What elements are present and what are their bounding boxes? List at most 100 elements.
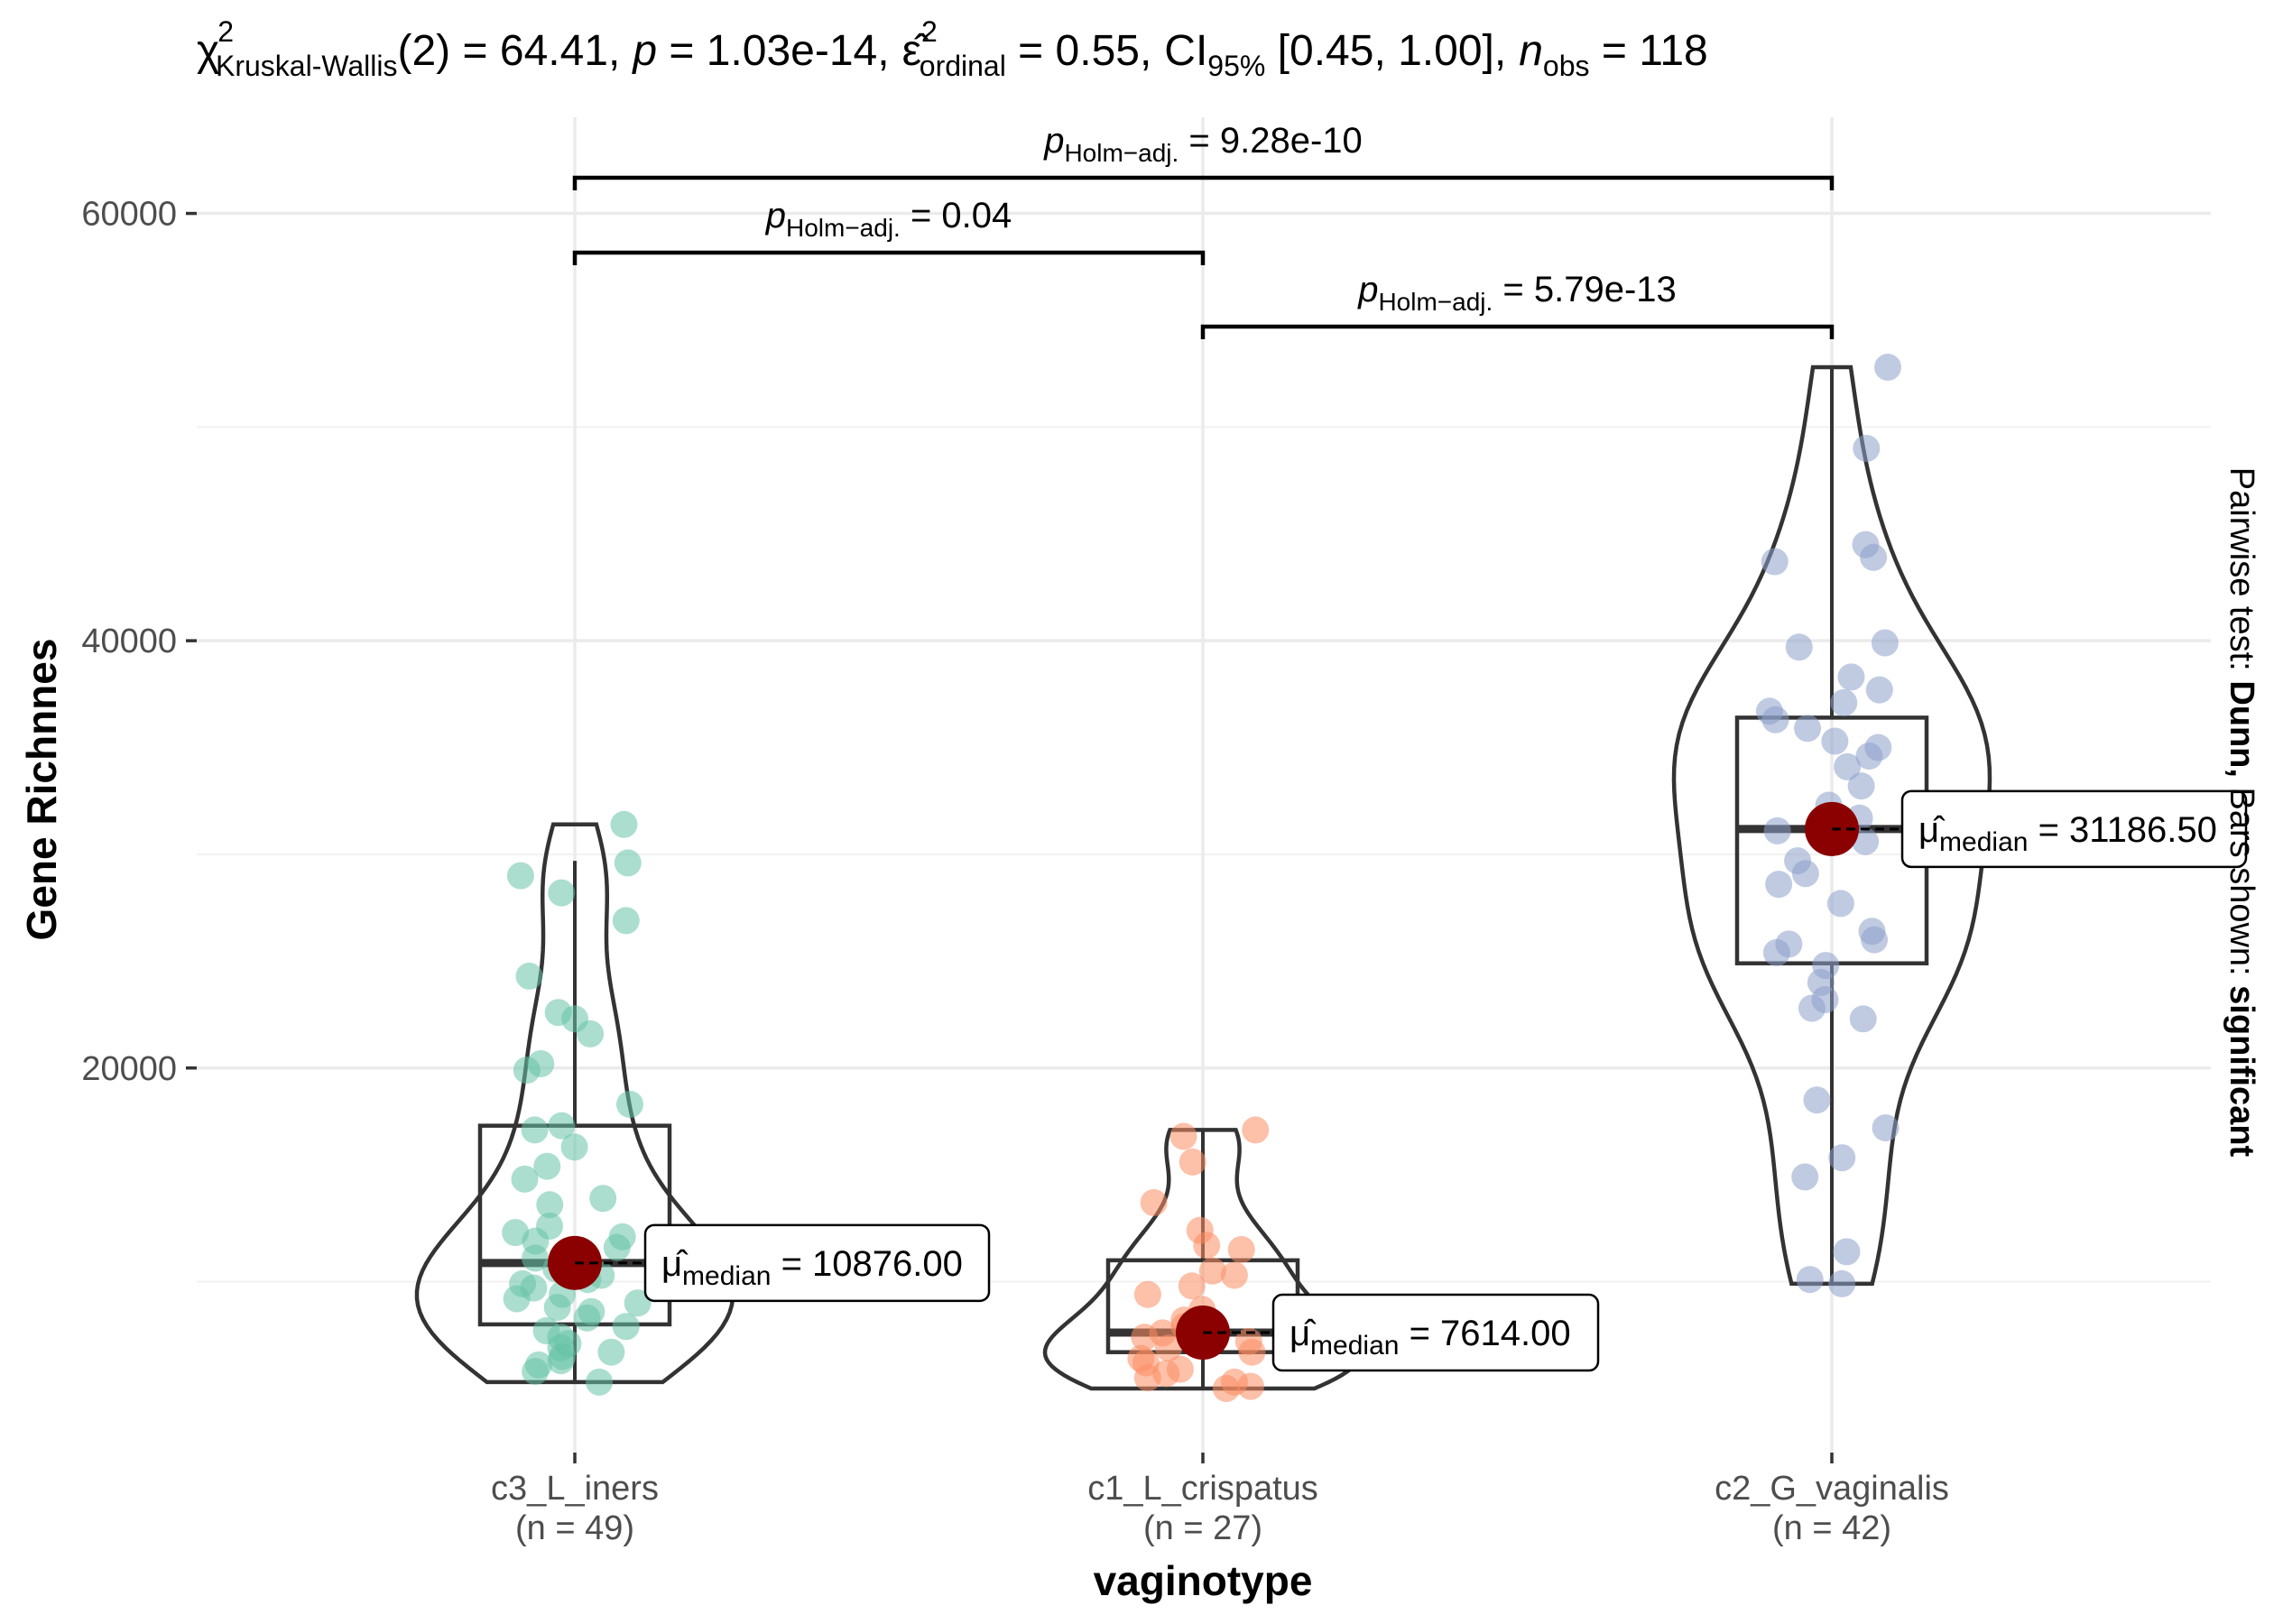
- data-point: [1796, 1266, 1824, 1294]
- data-point: [522, 1358, 550, 1386]
- data-point: [1765, 871, 1793, 899]
- n-text: = 118: [1590, 27, 1708, 75]
- p-value: = 0.04: [901, 196, 1012, 235]
- median-label-box: [1271, 1293, 1600, 1372]
- comparison-bracket: [572, 175, 1835, 190]
- data-point: [1131, 1324, 1159, 1352]
- data-point: [536, 1191, 564, 1219]
- axes: 20000 40000 60000 c3_L_iners(n = 49) c1_L_cr…: [81, 196, 1949, 1547]
- data-point: [603, 1233, 631, 1261]
- data-point: [1761, 706, 1789, 734]
- p-value: = 9.28e-10: [1179, 121, 1363, 161]
- data-point: [1871, 629, 1899, 657]
- chi-subscript: Kruskal-Wallis: [216, 50, 398, 82]
- x-tick-count: (n = 42): [1772, 1509, 1891, 1547]
- data-point: [1133, 1364, 1161, 1392]
- data-point: [1169, 1122, 1197, 1150]
- comparison-label: pHolm−adj. = 0.04: [765, 196, 1012, 242]
- data-point: [1227, 1236, 1255, 1264]
- data-point: [515, 962, 543, 990]
- comparison-label: pHolm−adj. = 9.28e-10: [1043, 121, 1363, 167]
- ci-text: [0.45, 1.00],: [1265, 27, 1506, 75]
- comparison-bracket: [572, 250, 1206, 265]
- data-point: [577, 1020, 605, 1047]
- pairwise-caption: Pairwise test: Dunn, Bars shown: signifi…: [2223, 467, 2260, 1158]
- data-point: [1791, 1163, 1819, 1191]
- data-point: [615, 1091, 643, 1119]
- data-point: [1834, 752, 1862, 780]
- data-point: [1761, 548, 1789, 576]
- median-layer: μ̂median = 10876.00μ̂median = 7614.00μ̂m…: [548, 789, 2248, 1372]
- stat-subtitle: χ2 Kruskal-Wallis(2) = 64.41, p = 1.03e-14…: [197, 15, 1708, 82]
- data-point: [1154, 1333, 1182, 1361]
- data-point: [612, 907, 640, 935]
- data-point: [1821, 727, 1849, 755]
- median-subscript: median: [1939, 827, 2028, 857]
- data-point: [1242, 1116, 1270, 1144]
- data-point: [1198, 1257, 1226, 1285]
- caption-shown: significant: [2223, 985, 2260, 1157]
- median-value: = 10876.00: [771, 1244, 962, 1284]
- data-point: [506, 862, 534, 890]
- p-symbol: p: [631, 27, 657, 75]
- data-point: [612, 1313, 640, 1341]
- x-tick-label: c2_G_vaginalis: [1715, 1470, 1949, 1508]
- data-point: [1874, 354, 1902, 382]
- data-point: [1847, 772, 1875, 800]
- data-point: [1238, 1338, 1266, 1366]
- y-tick-label: 40000: [81, 623, 177, 660]
- data-point: [1220, 1261, 1248, 1289]
- data-point: [1140, 1188, 1168, 1216]
- data-point: [1828, 1269, 1856, 1297]
- data-point: [1860, 543, 1888, 571]
- data-point: [1763, 817, 1791, 844]
- p-symbol: p: [765, 196, 786, 235]
- data-point: [548, 1112, 576, 1140]
- data-point: [1826, 890, 1854, 918]
- data-point: [1852, 827, 1880, 855]
- data-point: [610, 810, 638, 838]
- violin-c2_G_vaginalis: [1671, 364, 1992, 1287]
- data-point: [1837, 663, 1865, 691]
- data-point: [543, 1293, 571, 1321]
- data-point: [1828, 1144, 1856, 1172]
- median-subscript: median: [1310, 1331, 1399, 1361]
- data-point: [547, 1347, 575, 1375]
- x-tick-count: (n = 49): [515, 1509, 634, 1547]
- p-subscript: Holm−adj.: [1064, 139, 1179, 167]
- data-point: [1830, 688, 1858, 716]
- chi-superscript: 2: [217, 15, 234, 48]
- median-label-box: [643, 1223, 991, 1303]
- p-text: = 1.03e-14,: [657, 27, 890, 75]
- eps-subscript: ordinal: [920, 50, 1006, 82]
- y-tick-label: 20000: [81, 1050, 177, 1088]
- median-label-box: [1900, 789, 2248, 869]
- median-subscript: median: [682, 1261, 771, 1291]
- data-point: [511, 1165, 539, 1193]
- n-subscript: obs: [1543, 50, 1590, 82]
- data-point: [1803, 1086, 1831, 1114]
- data-point: [1193, 1232, 1221, 1260]
- p-symbol: p: [1357, 270, 1378, 309]
- data-point: [1762, 938, 1790, 966]
- data-point: [533, 1152, 561, 1180]
- data-point: [513, 1057, 541, 1084]
- p-subscript: Holm−adj.: [1378, 288, 1493, 316]
- data-point: [1133, 1280, 1161, 1308]
- p-value: = 5.79e-13: [1493, 270, 1677, 309]
- x-tick-label: c1_L_crispatus: [1087, 1470, 1318, 1508]
- eps-superscript: 2: [921, 15, 938, 48]
- y-axis-title: Gene Richnnes: [18, 639, 65, 941]
- data-point: [548, 879, 576, 907]
- data-point: [1855, 743, 1883, 770]
- data-point: [1798, 994, 1826, 1022]
- data-point: [589, 1185, 617, 1213]
- data-point: [586, 1368, 614, 1396]
- caption-prefix: Pairwise test:: [2223, 467, 2260, 681]
- data-point: [597, 1338, 625, 1366]
- data-point: [1872, 1114, 1900, 1142]
- data-point: [1853, 435, 1881, 463]
- data-point: [522, 1244, 550, 1272]
